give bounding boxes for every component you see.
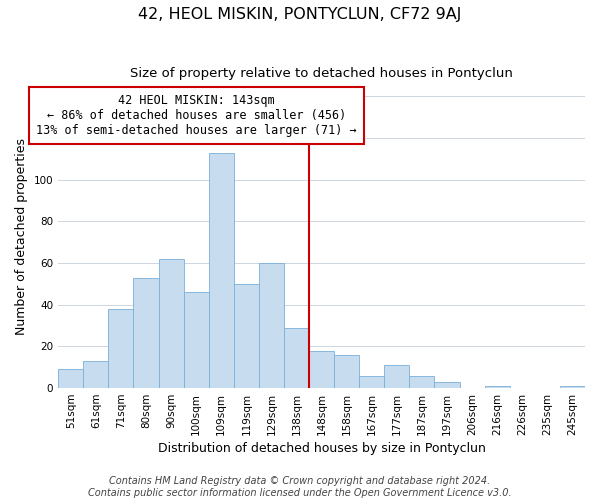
Bar <box>359 376 385 388</box>
Bar <box>83 361 109 388</box>
Bar <box>409 376 434 388</box>
Bar <box>560 386 585 388</box>
Bar <box>158 259 184 388</box>
Bar <box>109 309 133 388</box>
Bar <box>209 152 234 388</box>
X-axis label: Distribution of detached houses by size in Pontyclun: Distribution of detached houses by size … <box>158 442 485 455</box>
Bar <box>485 386 510 388</box>
Bar <box>133 278 158 388</box>
Bar <box>58 370 83 388</box>
Text: 42 HEOL MISKIN: 143sqm
← 86% of detached houses are smaller (456)
13% of semi-de: 42 HEOL MISKIN: 143sqm ← 86% of detached… <box>36 94 356 137</box>
Bar <box>434 382 460 388</box>
Bar <box>284 328 309 388</box>
Y-axis label: Number of detached properties: Number of detached properties <box>15 138 28 336</box>
Bar <box>234 284 259 388</box>
Bar <box>259 263 284 388</box>
Title: Size of property relative to detached houses in Pontyclun: Size of property relative to detached ho… <box>130 68 513 80</box>
Bar <box>309 350 334 388</box>
Bar <box>385 365 409 388</box>
Bar <box>184 292 209 388</box>
Bar <box>334 354 359 388</box>
Text: Contains HM Land Registry data © Crown copyright and database right 2024.
Contai: Contains HM Land Registry data © Crown c… <box>88 476 512 498</box>
Text: 42, HEOL MISKIN, PONTYCLUN, CF72 9AJ: 42, HEOL MISKIN, PONTYCLUN, CF72 9AJ <box>139 8 461 22</box>
